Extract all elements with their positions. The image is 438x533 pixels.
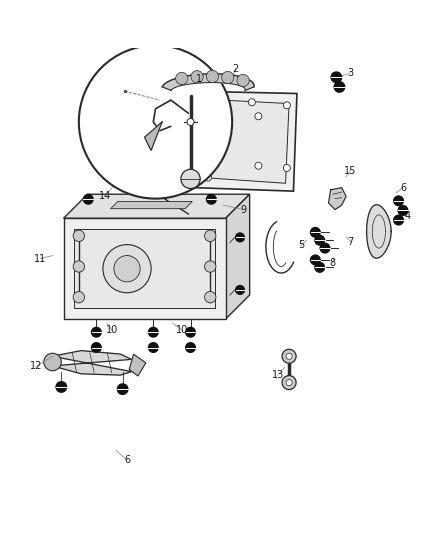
Circle shape [181, 169, 200, 189]
Circle shape [206, 70, 219, 83]
Circle shape [92, 343, 101, 352]
Circle shape [315, 236, 325, 245]
Polygon shape [367, 205, 391, 259]
Text: 15: 15 [344, 166, 357, 176]
Circle shape [83, 195, 93, 204]
Text: 12: 12 [30, 361, 42, 372]
Circle shape [187, 118, 194, 125]
Circle shape [286, 379, 292, 386]
Text: 2: 2 [233, 63, 239, 74]
Circle shape [44, 353, 61, 371]
Circle shape [283, 102, 290, 109]
Circle shape [286, 353, 292, 359]
Circle shape [331, 72, 342, 83]
Text: 8: 8 [330, 258, 336, 268]
Polygon shape [145, 122, 162, 150]
Text: 14: 14 [99, 191, 111, 201]
Circle shape [201, 114, 208, 121]
Circle shape [205, 261, 216, 272]
Polygon shape [129, 354, 146, 376]
Circle shape [236, 233, 244, 242]
Polygon shape [195, 91, 297, 191]
Circle shape [191, 70, 203, 83]
Text: 1: 1 [196, 74, 202, 84]
Circle shape [186, 343, 195, 352]
Polygon shape [162, 74, 254, 91]
Circle shape [394, 196, 403, 206]
Circle shape [205, 160, 212, 167]
Circle shape [201, 137, 208, 144]
Circle shape [73, 292, 85, 303]
Circle shape [282, 376, 296, 390]
Circle shape [73, 230, 85, 241]
Circle shape [148, 343, 158, 352]
Circle shape [79, 45, 232, 199]
Circle shape [222, 71, 234, 84]
Circle shape [114, 255, 140, 282]
Text: 7: 7 [347, 237, 353, 247]
Text: 11: 11 [34, 254, 46, 264]
Circle shape [186, 327, 195, 337]
Polygon shape [74, 229, 215, 308]
Text: 5: 5 [298, 240, 304, 251]
Circle shape [236, 286, 244, 294]
Circle shape [311, 228, 320, 237]
Circle shape [315, 263, 325, 272]
Circle shape [92, 327, 101, 337]
Circle shape [255, 162, 262, 169]
Circle shape [205, 292, 216, 303]
Circle shape [117, 384, 128, 394]
Polygon shape [226, 194, 250, 319]
Text: 13: 13 [272, 370, 284, 380]
Circle shape [334, 82, 345, 92]
Circle shape [207, 195, 216, 204]
Circle shape [283, 165, 290, 172]
Polygon shape [64, 219, 226, 319]
Circle shape [320, 243, 330, 253]
Polygon shape [64, 194, 250, 219]
Circle shape [237, 74, 249, 86]
Polygon shape [53, 351, 131, 375]
Circle shape [398, 206, 408, 215]
Circle shape [255, 113, 262, 120]
Polygon shape [328, 188, 346, 209]
Circle shape [282, 349, 296, 364]
Polygon shape [203, 99, 289, 183]
Text: 9: 9 [240, 205, 246, 215]
Text: 10: 10 [176, 325, 188, 335]
Text: 6: 6 [400, 183, 406, 192]
Circle shape [394, 215, 403, 225]
Text: 4: 4 [404, 211, 410, 221]
Circle shape [248, 99, 255, 106]
Polygon shape [110, 201, 192, 209]
Text: 3: 3 [347, 68, 353, 78]
Circle shape [205, 174, 212, 181]
Circle shape [205, 230, 216, 241]
Circle shape [207, 99, 214, 106]
Circle shape [73, 261, 85, 272]
Circle shape [176, 72, 188, 85]
Circle shape [311, 255, 320, 265]
Text: 6: 6 [124, 455, 130, 465]
Circle shape [56, 382, 67, 392]
Circle shape [148, 327, 158, 337]
Circle shape [103, 245, 151, 293]
Text: 10: 10 [106, 325, 118, 335]
